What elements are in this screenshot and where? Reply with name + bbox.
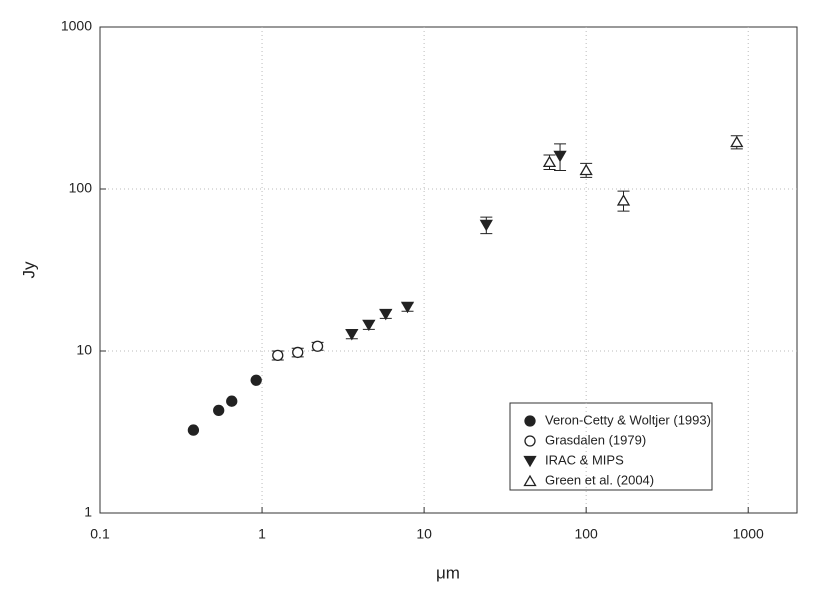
data-point [553, 150, 567, 163]
data-point [400, 301, 415, 314]
y-tick-label: 1 [84, 504, 92, 520]
legend-marker [524, 435, 536, 447]
x-tick-label: 0.1 [90, 526, 110, 542]
data-point [226, 395, 238, 407]
legend-box [509, 402, 713, 491]
data-point [542, 155, 557, 168]
legend-label: Green et al. (2004) [545, 472, 654, 487]
data-point [292, 346, 304, 359]
legend-label: IRAC & MIPS [545, 452, 624, 467]
plot-frame [99, 26, 798, 514]
x-tick-label: 1000 [733, 526, 764, 542]
legend-marker [523, 474, 537, 487]
data-point [479, 219, 493, 232]
y-axis-label: Jy [19, 261, 38, 279]
data-point [213, 404, 225, 417]
x-tick-label: 10 [416, 526, 432, 542]
x-tick-label: 100 [574, 526, 598, 542]
legend-marker [523, 455, 537, 468]
legend-marker [524, 415, 536, 427]
y-tick-label: 100 [69, 180, 93, 196]
data-point [579, 163, 593, 176]
data-point [272, 349, 284, 362]
data-point [362, 319, 376, 332]
x-axis-label: μm [436, 563, 460, 582]
data-point [379, 308, 393, 321]
legend-label: Veron-Cetty & Woltjer (1993) [545, 412, 711, 427]
data-point [730, 135, 744, 148]
data-point [187, 424, 200, 436]
x-tick-label: 1 [258, 526, 266, 542]
y-tick-label: 10 [76, 342, 92, 358]
data-point [616, 194, 631, 206]
legend-label: Grasdalen (1979) [545, 432, 646, 447]
y-tick-label: 1000 [61, 18, 92, 34]
data-point [250, 374, 262, 386]
data-point [345, 329, 359, 341]
data-point [311, 340, 324, 352]
